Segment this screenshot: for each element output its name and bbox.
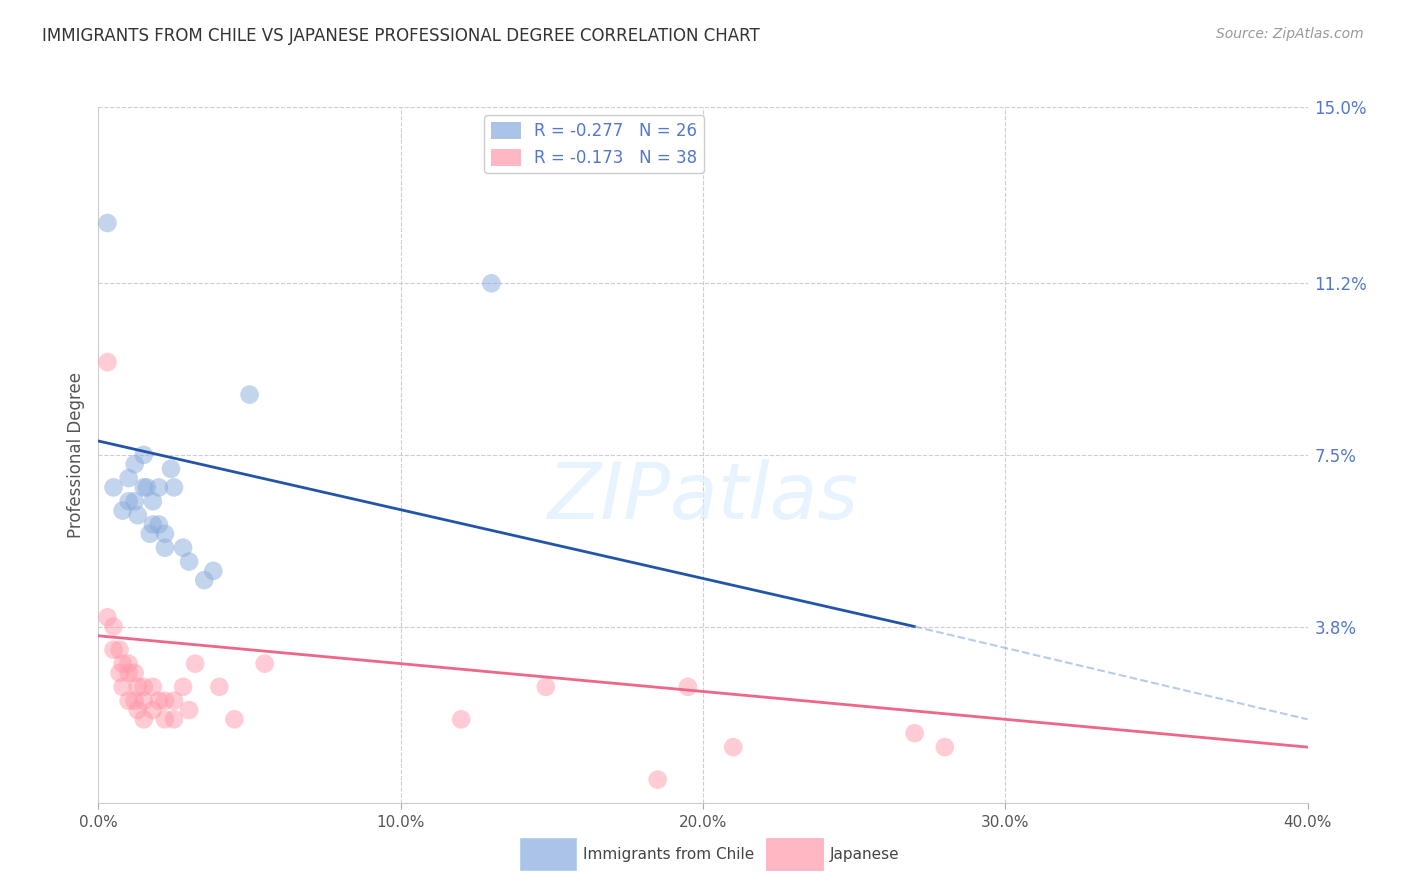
Point xyxy=(118,665,141,680)
Point xyxy=(253,657,276,671)
Point xyxy=(124,665,146,680)
Text: IMMIGRANTS FROM CHILE VS JAPANESE PROFESSIONAL DEGREE CORRELATION CHART: IMMIGRANTS FROM CHILE VS JAPANESE PROFES… xyxy=(42,27,759,45)
Point xyxy=(111,503,134,517)
Point xyxy=(142,494,165,508)
Point xyxy=(124,694,146,708)
Point xyxy=(135,480,157,494)
Point xyxy=(118,657,141,671)
Point xyxy=(96,216,118,230)
Point xyxy=(172,680,194,694)
Point xyxy=(193,573,215,587)
Point xyxy=(96,355,118,369)
Text: ZIPatlas: ZIPatlas xyxy=(547,458,859,534)
Legend: R = -0.277   N = 26, R = -0.173   N = 38: R = -0.277 N = 26, R = -0.173 N = 38 xyxy=(484,115,704,173)
Y-axis label: Professional Degree: Professional Degree xyxy=(67,372,86,538)
Point xyxy=(124,457,146,471)
Point xyxy=(139,526,162,541)
Point xyxy=(118,494,141,508)
Point xyxy=(132,694,155,708)
Point xyxy=(148,517,170,532)
Point xyxy=(208,680,231,694)
Point xyxy=(124,494,146,508)
Point xyxy=(103,480,125,494)
Point xyxy=(179,555,201,569)
Point xyxy=(153,526,176,541)
Point xyxy=(132,680,155,694)
Point xyxy=(108,642,131,657)
Point xyxy=(103,642,125,657)
Text: Immigrants from Chile: Immigrants from Chile xyxy=(583,847,755,862)
Point xyxy=(127,703,149,717)
Text: Source: ZipAtlas.com: Source: ZipAtlas.com xyxy=(1216,27,1364,41)
Point xyxy=(111,680,134,694)
Point xyxy=(184,657,207,671)
Point xyxy=(202,564,225,578)
Point xyxy=(179,703,201,717)
Point xyxy=(163,712,186,726)
Point xyxy=(142,703,165,717)
Point xyxy=(118,471,141,485)
Point xyxy=(904,726,927,740)
Text: Japanese: Japanese xyxy=(830,847,900,862)
Point xyxy=(103,619,125,633)
Point xyxy=(118,694,141,708)
Point xyxy=(132,712,155,726)
Point xyxy=(160,462,183,476)
Point xyxy=(127,508,149,523)
Point xyxy=(153,712,176,726)
Point xyxy=(153,541,176,555)
Point xyxy=(142,680,165,694)
Point xyxy=(111,657,134,671)
Point xyxy=(224,712,246,726)
Point xyxy=(96,610,118,624)
Point xyxy=(108,665,131,680)
Point xyxy=(934,740,956,755)
Point xyxy=(148,694,170,708)
Point xyxy=(647,772,669,787)
Point xyxy=(163,694,186,708)
Point xyxy=(239,387,262,401)
Point xyxy=(163,480,186,494)
Point xyxy=(153,694,176,708)
Point xyxy=(132,448,155,462)
Point xyxy=(142,517,165,532)
Point xyxy=(676,680,699,694)
Point xyxy=(127,680,149,694)
Point xyxy=(481,277,503,291)
Point xyxy=(132,480,155,494)
Point xyxy=(534,680,557,694)
Point xyxy=(450,712,472,726)
Point xyxy=(723,740,745,755)
Point xyxy=(172,541,194,555)
Point xyxy=(148,480,170,494)
